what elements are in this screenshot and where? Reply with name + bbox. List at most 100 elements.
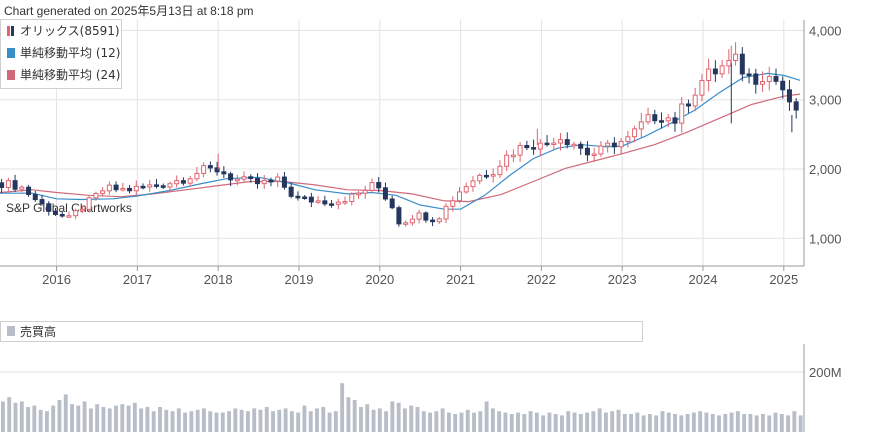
chart-generated-timestamp: Chart generated on 2025年5月13日 at 8:18 pm bbox=[4, 4, 254, 18]
volume-bar bbox=[333, 411, 338, 432]
candle-body bbox=[26, 186, 32, 195]
x-tick-label: 2025 bbox=[769, 272, 798, 287]
candle-body bbox=[382, 187, 388, 200]
candle-body bbox=[786, 89, 792, 103]
candle-body bbox=[463, 186, 469, 193]
y-tick-label: 2,000 bbox=[809, 162, 842, 177]
candle-body bbox=[389, 198, 395, 209]
candle-body bbox=[504, 154, 510, 167]
candle-body bbox=[127, 187, 133, 192]
candle-body bbox=[483, 174, 489, 178]
volume-bar bbox=[478, 411, 483, 432]
candle-body bbox=[618, 141, 624, 148]
candle-body bbox=[329, 203, 335, 206]
volume-bar bbox=[610, 411, 615, 432]
candle-body bbox=[120, 187, 126, 191]
candle-body bbox=[692, 94, 698, 107]
y-tick-label: 4,000 bbox=[809, 23, 842, 38]
legend-label-ma12: 単純移動平均 (12) bbox=[20, 46, 120, 60]
candle-body bbox=[638, 121, 644, 130]
volume-bar bbox=[340, 383, 345, 432]
candle-body bbox=[342, 200, 348, 204]
candle-body bbox=[194, 172, 200, 180]
volume-bar bbox=[490, 408, 495, 432]
candle-body bbox=[685, 103, 691, 107]
volume-bar bbox=[616, 409, 621, 432]
candle-body bbox=[430, 219, 436, 223]
volume-bar bbox=[415, 407, 420, 432]
y-tick-label: 3,000 bbox=[809, 93, 842, 108]
volume-bar bbox=[390, 401, 395, 432]
x-tick-label: 2023 bbox=[608, 272, 637, 287]
candle-body bbox=[753, 73, 759, 85]
candle-body bbox=[187, 178, 193, 184]
candle-body bbox=[19, 186, 25, 190]
candle-body bbox=[59, 213, 65, 217]
candle-body bbox=[409, 218, 415, 224]
candle-body bbox=[147, 184, 153, 188]
candle-body bbox=[524, 145, 530, 149]
volume-bar bbox=[723, 414, 728, 432]
volume-bar bbox=[7, 397, 12, 432]
volume-bar bbox=[585, 412, 590, 432]
candle-body bbox=[221, 171, 227, 175]
price-panel: S&P Global Chartworks 2016 2017 2018 2019 20… bbox=[0, 20, 842, 287]
volume-bar bbox=[748, 414, 753, 432]
candle-body bbox=[140, 185, 146, 189]
volume-bar bbox=[252, 408, 257, 432]
candle-body bbox=[517, 145, 523, 156]
candle-body bbox=[793, 101, 799, 111]
price-panel-background bbox=[0, 20, 804, 266]
volume-bar bbox=[798, 415, 803, 432]
candle-body bbox=[0, 182, 5, 188]
volume-bar bbox=[26, 407, 31, 432]
legend-item-ma24: 単純移動平均 (24) bbox=[7, 68, 120, 82]
candle-body bbox=[564, 139, 570, 146]
candle-body bbox=[746, 73, 752, 76]
volume-bar bbox=[484, 401, 489, 432]
candle-body bbox=[167, 183, 173, 188]
price-grid bbox=[0, 20, 804, 266]
volume-bar bbox=[409, 405, 414, 432]
volume-bar bbox=[126, 405, 131, 432]
candle-body bbox=[308, 196, 314, 203]
candle-body bbox=[93, 192, 99, 199]
volume-bar bbox=[57, 400, 62, 432]
volume-bar bbox=[101, 407, 106, 432]
volume-bar bbox=[32, 405, 37, 432]
candle-body bbox=[490, 174, 496, 177]
candle-body bbox=[295, 195, 301, 199]
volume-bar bbox=[717, 415, 721, 432]
volume-bar bbox=[76, 405, 81, 432]
candle-body bbox=[214, 167, 220, 173]
volume-bar bbox=[472, 412, 476, 432]
x-tick-label: 2016 bbox=[42, 272, 71, 287]
volume-bar bbox=[321, 407, 326, 432]
volume-bar bbox=[170, 411, 175, 432]
volume-bar bbox=[13, 402, 18, 432]
candle-body bbox=[719, 65, 725, 75]
price-y-ticks: 1,000 2,000 3,000 4,000 bbox=[809, 23, 842, 246]
volume-bar bbox=[767, 415, 772, 432]
candle-body bbox=[659, 120, 665, 123]
volume-bar bbox=[660, 411, 665, 432]
volume-bar bbox=[107, 408, 112, 432]
price-legend: オリックス(8591) 単純移動平均 (12) 単純移動平均 (24) bbox=[0, 19, 122, 89]
candle-body bbox=[625, 136, 631, 143]
legend-item-ma12: 単純移動平均 (12) bbox=[7, 46, 120, 60]
volume-bar bbox=[547, 412, 552, 432]
volume-bar bbox=[572, 412, 577, 432]
volume-bar bbox=[396, 402, 401, 432]
candle-body bbox=[773, 76, 779, 82]
candle-body bbox=[598, 145, 604, 155]
volume-bar bbox=[189, 411, 194, 432]
candle-body bbox=[86, 197, 92, 210]
legend-item-orix: オリックス(8591) bbox=[7, 24, 120, 38]
x-tick-label: 2017 bbox=[123, 272, 152, 287]
candle-body bbox=[201, 165, 207, 174]
candle-body bbox=[780, 80, 786, 91]
volume-bar bbox=[647, 414, 652, 432]
volume-bar bbox=[685, 414, 690, 432]
candle-body bbox=[712, 68, 718, 75]
